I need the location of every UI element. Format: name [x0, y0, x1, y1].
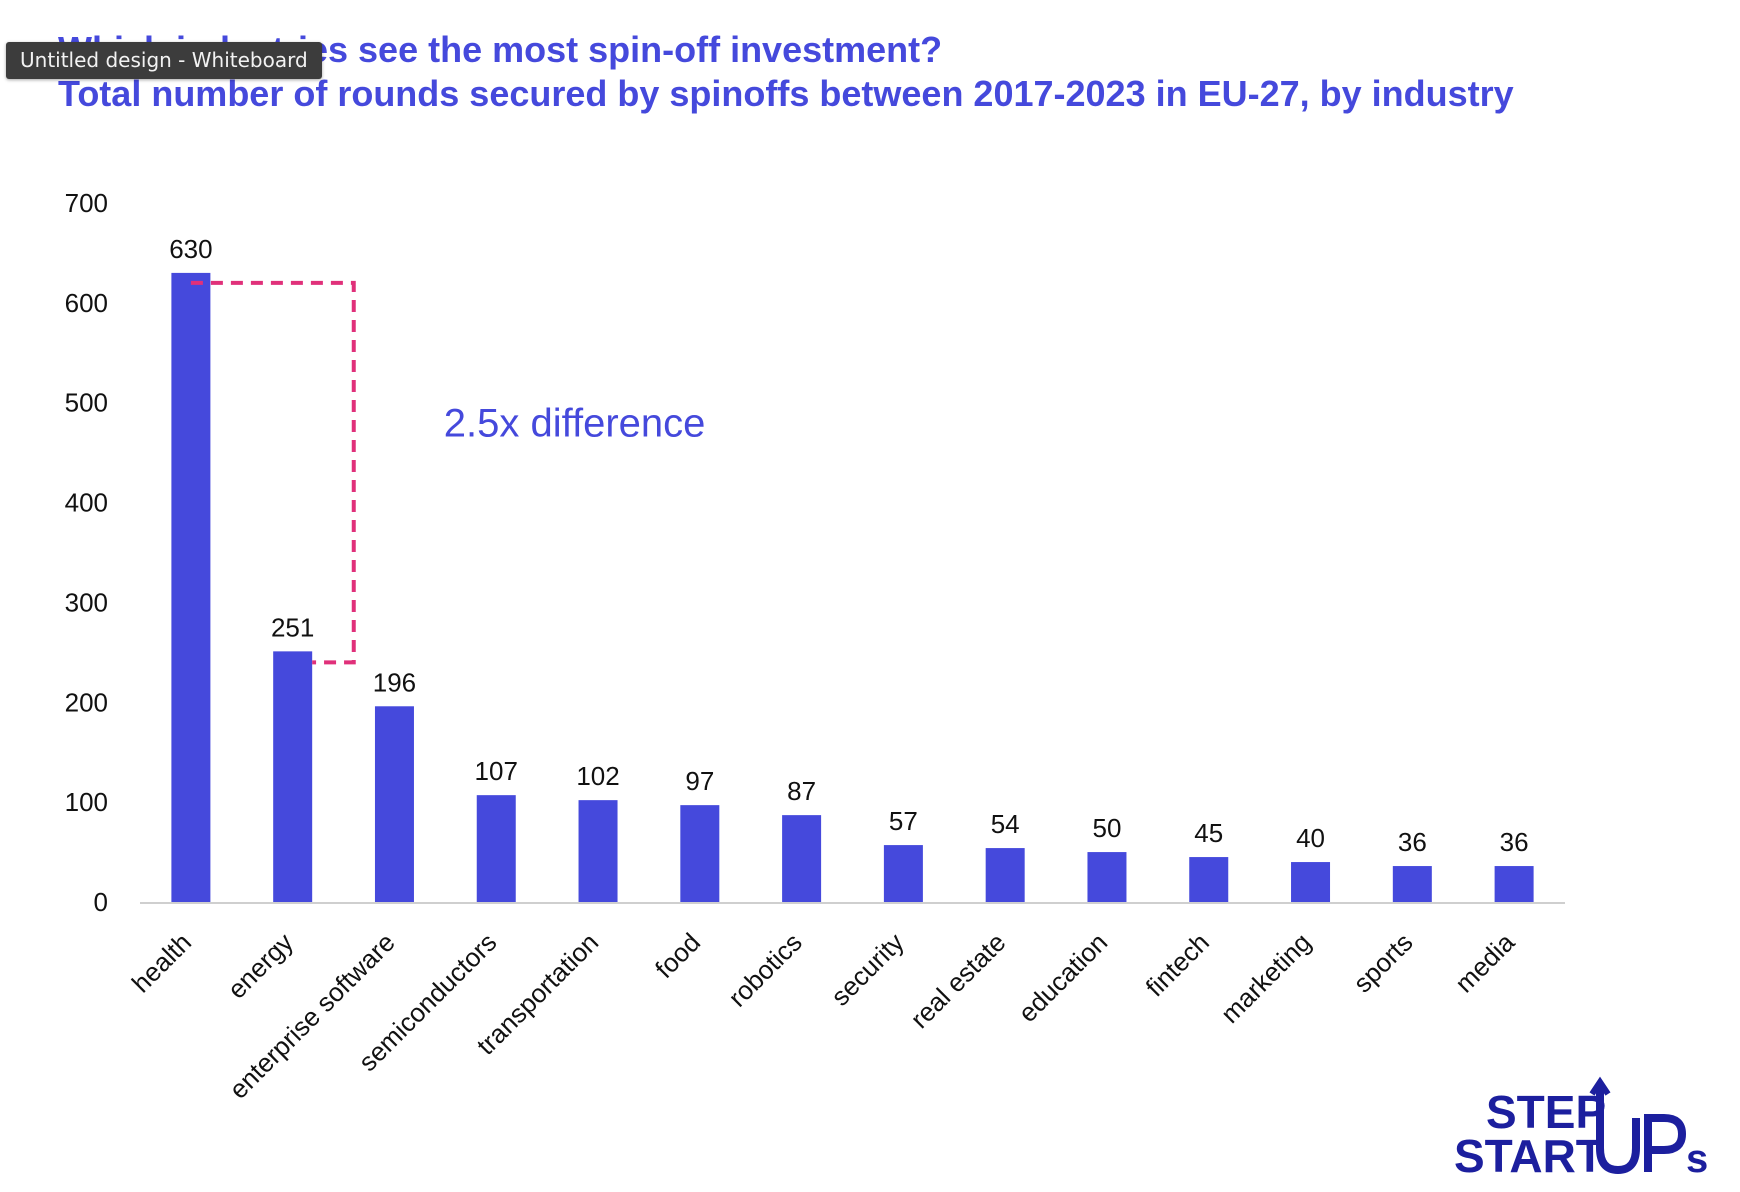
category-label: security	[825, 927, 910, 1012]
bar	[680, 805, 720, 902]
category-label: energy	[221, 927, 298, 1004]
bar	[578, 800, 618, 902]
category-label: fintech	[1140, 927, 1215, 1002]
logo-s-text: s	[1686, 1137, 1708, 1181]
data-label: 102	[576, 761, 619, 791]
bar	[1189, 857, 1229, 902]
category-label: health	[126, 927, 197, 998]
y-tick-label: 200	[65, 687, 108, 717]
chart-subtitle: Total number of rounds secured by spinof…	[58, 73, 1514, 114]
data-label: 40	[1296, 823, 1325, 853]
bar	[782, 815, 822, 902]
data-label: 36	[1500, 827, 1529, 857]
bar	[374, 706, 414, 902]
annotation-text: 2.5x difference	[444, 402, 706, 446]
category-label: sports	[1347, 927, 1418, 998]
logo-ups-mark	[1589, 1076, 1687, 1175]
bar	[1087, 852, 1127, 902]
annotation-bracket	[190, 280, 356, 665]
y-tick-label: 300	[65, 587, 108, 617]
data-label: 251	[271, 612, 314, 642]
data-label: 57	[889, 806, 918, 836]
bar	[273, 651, 313, 902]
bar	[1392, 866, 1432, 902]
y-tick-label: 700	[65, 188, 108, 218]
bar	[1291, 862, 1331, 902]
data-label: 50	[1093, 813, 1122, 843]
data-label: 107	[475, 756, 518, 786]
bar	[985, 848, 1025, 902]
bar	[476, 795, 516, 902]
data-label: 45	[1194, 818, 1223, 848]
bar	[883, 845, 923, 902]
data-label: 630	[169, 234, 212, 264]
category-label: education	[1012, 927, 1113, 1028]
y-tick-label: 100	[65, 787, 108, 817]
category-label: marketing	[1215, 927, 1317, 1029]
logo-step-text: STEP	[1486, 1086, 1606, 1138]
data-label: 87	[787, 776, 816, 806]
category-label: robotics	[722, 927, 808, 1013]
data-label: 97	[685, 766, 714, 796]
category-label: food	[649, 927, 706, 984]
y-tick-label: 500	[65, 388, 108, 418]
category-label: media	[1449, 927, 1521, 999]
y-tick-label: 600	[65, 288, 108, 318]
bar	[171, 272, 211, 902]
logo-start-text: START	[1454, 1130, 1604, 1182]
chart-title-block: Which industries see the most spin-off i…	[58, 28, 1698, 116]
window-title-tooltip: Untitled design - Whiteboard	[6, 42, 322, 79]
bar	[1494, 866, 1534, 902]
y-tick-label: 400	[65, 488, 108, 518]
category-label: real estate	[904, 927, 1011, 1034]
y-tick-label: 0	[94, 887, 108, 917]
step-startups-logo: STEP START s	[1454, 1076, 1708, 1182]
data-label: 36	[1398, 827, 1427, 857]
data-label: 196	[373, 667, 416, 697]
data-label: 54	[991, 809, 1020, 839]
